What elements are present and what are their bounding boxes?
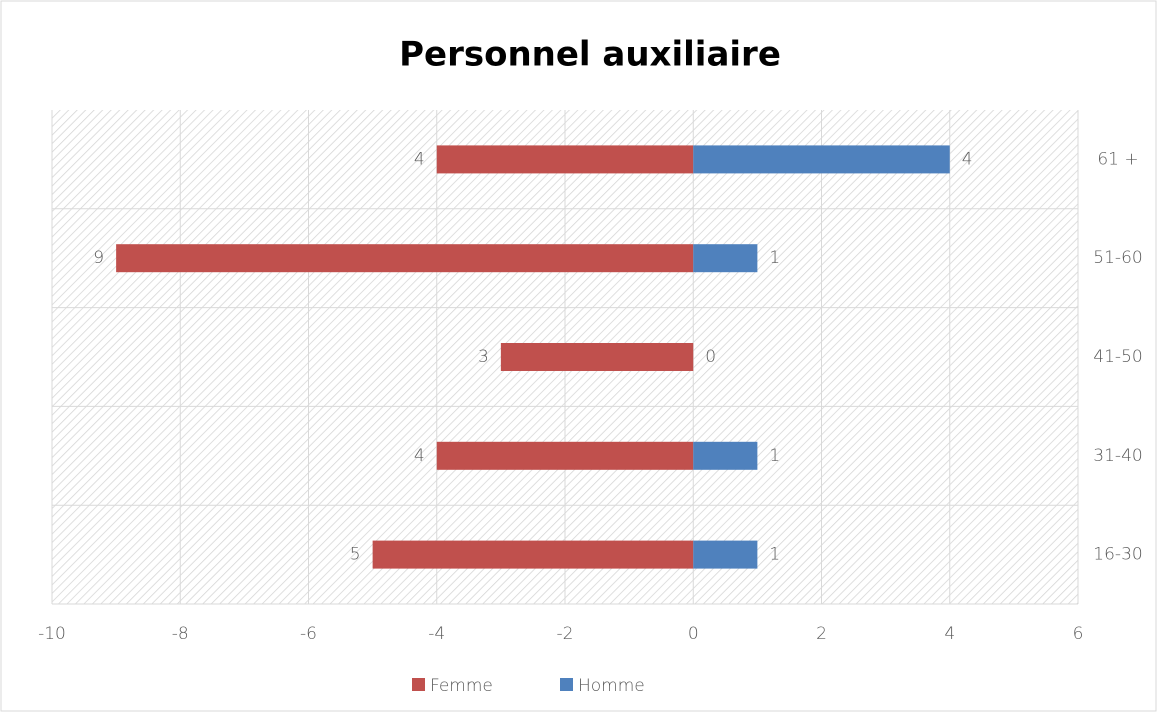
bar [436,145,694,174]
bar [693,441,758,470]
bar [372,540,694,569]
y-tick-label: 51-60 [1093,248,1142,268]
data-label: 4 [414,446,425,466]
x-tick-label: 2 [816,624,827,644]
bar [693,540,758,569]
x-tick-label: 0 [688,624,699,644]
chart-title: Personnel auxiliaire [399,35,781,75]
x-tick-label: 6 [1073,624,1084,644]
y-tick-label: 16-30 [1093,545,1142,565]
bar [693,244,758,273]
x-tick-label: -4 [428,624,445,644]
data-label: 1 [769,248,780,268]
y-tick-label: 31-40 [1093,446,1142,466]
y-tick-label: 41-50 [1093,347,1142,367]
data-label: 4 [962,149,973,169]
bar [116,244,694,273]
x-tick-label: -10 [38,624,66,644]
x-tick-label: 4 [944,624,955,644]
legend-label: Homme [578,676,645,696]
data-label: 5 [350,545,361,565]
x-tick-label: -8 [172,624,189,644]
data-label: 4 [414,149,425,169]
bar [436,441,694,470]
bar [693,145,950,174]
legend-swatch [412,678,425,691]
y-tick-label: 61 + [1097,149,1138,169]
data-label: 9 [93,248,104,268]
x-tick-label: -2 [557,624,574,644]
legend-label: Femme [430,676,493,696]
legend-swatch [560,678,573,691]
bar [500,343,694,371]
data-label: 1 [769,545,780,565]
data-label: 1 [769,446,780,466]
data-label: 0 [705,347,716,367]
data-label: 3 [478,347,489,367]
x-tick-label: -6 [300,624,317,644]
